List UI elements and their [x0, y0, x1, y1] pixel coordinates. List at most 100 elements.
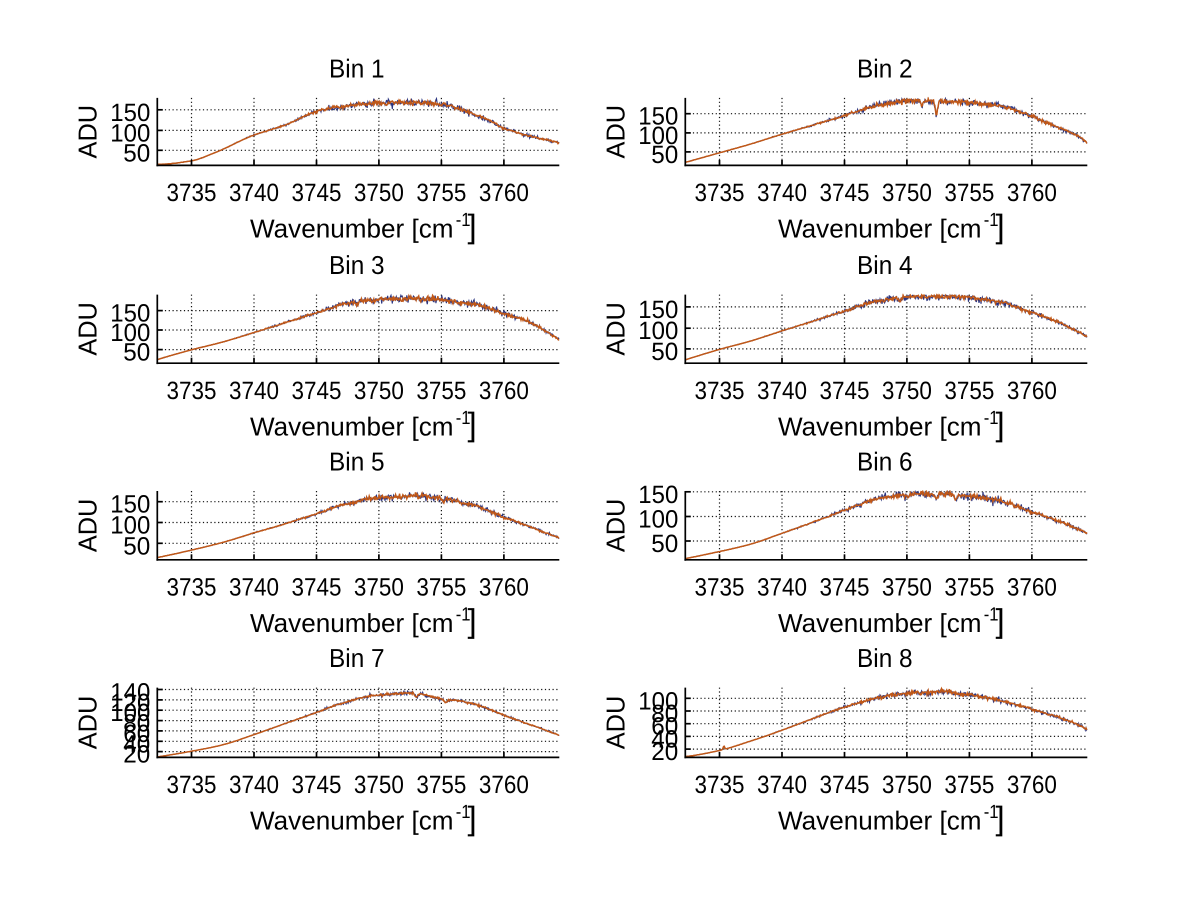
svg-text:140: 140: [110, 679, 150, 707]
svg-text:Bin 5: Bin 5: [329, 447, 385, 477]
svg-text:3750: 3750: [882, 574, 932, 602]
svg-text:-1: -1: [984, 408, 999, 429]
svg-text:50: 50: [123, 339, 150, 367]
svg-text:3735: 3735: [695, 179, 745, 207]
svg-text:3750: 3750: [354, 574, 404, 602]
svg-text:Wavenumber [cm: Wavenumber [cm: [250, 806, 454, 836]
svg-text:Bin 3: Bin 3: [329, 250, 385, 280]
svg-text:80: 80: [651, 700, 678, 728]
svg-text:50: 50: [651, 141, 678, 169]
svg-text:3745: 3745: [292, 574, 342, 602]
svg-text:]: ]: [996, 800, 1005, 837]
svg-text:]: ]: [996, 208, 1005, 245]
svg-text:150: 150: [110, 491, 150, 519]
svg-text:3755: 3755: [944, 574, 994, 602]
svg-text:3735: 3735: [167, 574, 217, 602]
svg-text:]: ]: [996, 406, 1005, 443]
svg-text:3735: 3735: [695, 574, 745, 602]
svg-text:Wavenumber [cm: Wavenumber [cm: [778, 214, 982, 244]
svg-text:3750: 3750: [354, 179, 404, 207]
svg-text:-1: -1: [456, 408, 471, 429]
svg-text:150: 150: [638, 481, 678, 509]
svg-text:3735: 3735: [695, 377, 745, 405]
svg-text:-1: -1: [984, 604, 999, 625]
svg-text:3755: 3755: [416, 574, 466, 602]
svg-text:3740: 3740: [229, 771, 279, 799]
svg-text:]: ]: [468, 406, 477, 443]
svg-text:150: 150: [638, 296, 678, 324]
svg-text:Wavenumber [cm: Wavenumber [cm: [778, 412, 982, 442]
svg-text:3750: 3750: [882, 771, 932, 799]
svg-text:3760: 3760: [479, 771, 529, 799]
svg-text:80: 80: [123, 710, 150, 738]
svg-text:3740: 3740: [229, 377, 279, 405]
svg-text:]: ]: [996, 602, 1005, 639]
svg-text:40: 40: [123, 730, 150, 758]
svg-text:3745: 3745: [820, 771, 870, 799]
svg-text:Bin 6: Bin 6: [857, 447, 913, 477]
svg-text:20: 20: [651, 738, 678, 766]
svg-text:150: 150: [638, 103, 678, 131]
svg-text:]: ]: [468, 602, 477, 639]
svg-text:150: 150: [110, 300, 150, 328]
svg-text:ADU: ADU: [600, 499, 630, 553]
svg-text:3745: 3745: [820, 377, 870, 405]
svg-text:100: 100: [638, 122, 678, 150]
svg-text:Bin 2: Bin 2: [857, 54, 913, 84]
svg-text:3745: 3745: [292, 771, 342, 799]
svg-text:3760: 3760: [1007, 771, 1057, 799]
svg-text:ADU: ADU: [600, 302, 630, 356]
svg-text:3740: 3740: [757, 771, 807, 799]
svg-text:ADU: ADU: [600, 105, 630, 159]
svg-text:120: 120: [110, 689, 150, 717]
svg-text:60: 60: [651, 713, 678, 741]
svg-text:-1: -1: [456, 802, 471, 823]
svg-text:3740: 3740: [757, 179, 807, 207]
svg-text:3755: 3755: [416, 771, 466, 799]
svg-text:Bin 4: Bin 4: [857, 250, 913, 280]
svg-text:-1: -1: [456, 604, 471, 625]
svg-text:150: 150: [110, 99, 150, 127]
svg-text:Bin 7: Bin 7: [329, 643, 385, 673]
svg-text:100: 100: [638, 506, 678, 534]
svg-text:Bin 8: Bin 8: [857, 643, 913, 673]
svg-text:3740: 3740: [757, 377, 807, 405]
svg-text:3760: 3760: [479, 574, 529, 602]
svg-text:3735: 3735: [167, 179, 217, 207]
svg-text:100: 100: [110, 512, 150, 540]
svg-text:-1: -1: [984, 802, 999, 823]
svg-text:3740: 3740: [757, 574, 807, 602]
svg-text:3755: 3755: [944, 377, 994, 405]
svg-text:3745: 3745: [820, 574, 870, 602]
svg-text:3745: 3745: [292, 377, 342, 405]
svg-text:3760: 3760: [479, 179, 529, 207]
svg-text:ADU: ADU: [600, 696, 630, 750]
svg-text:3755: 3755: [416, 179, 466, 207]
svg-text:50: 50: [123, 532, 150, 560]
svg-text:ADU: ADU: [72, 105, 102, 159]
svg-text:ADU: ADU: [72, 499, 102, 553]
svg-text:100: 100: [110, 119, 150, 147]
svg-text:]: ]: [468, 800, 477, 837]
svg-text:]: ]: [468, 208, 477, 245]
svg-text:3745: 3745: [292, 179, 342, 207]
svg-text:3750: 3750: [882, 377, 932, 405]
svg-text:Wavenumber [cm: Wavenumber [cm: [250, 608, 454, 638]
svg-text:-1: -1: [984, 210, 999, 231]
svg-text:3745: 3745: [820, 179, 870, 207]
svg-text:3760: 3760: [1007, 179, 1057, 207]
svg-text:Wavenumber [cm: Wavenumber [cm: [778, 806, 982, 836]
svg-text:3755: 3755: [944, 771, 994, 799]
svg-text:3735: 3735: [167, 377, 217, 405]
svg-text:ADU: ADU: [72, 302, 102, 356]
svg-text:20: 20: [123, 741, 150, 769]
svg-text:100: 100: [110, 699, 150, 727]
svg-text:50: 50: [651, 530, 678, 558]
svg-text:50: 50: [123, 139, 150, 167]
svg-text:3755: 3755: [416, 377, 466, 405]
svg-text:ADU: ADU: [72, 696, 102, 750]
svg-text:3760: 3760: [479, 377, 529, 405]
svg-text:3750: 3750: [354, 771, 404, 799]
svg-text:60: 60: [123, 720, 150, 748]
svg-text:3760: 3760: [1007, 574, 1057, 602]
